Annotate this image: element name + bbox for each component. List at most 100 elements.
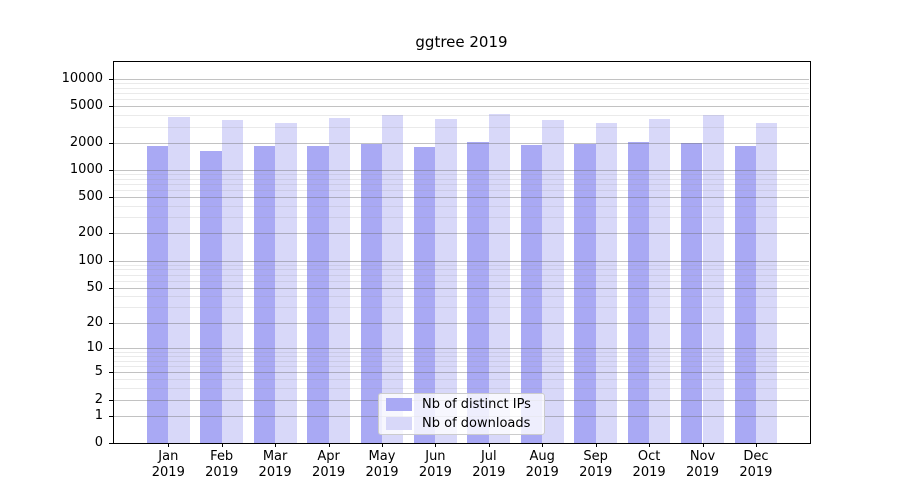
- legend-row: Nb of downloads: [379, 416, 544, 432]
- minor-gridline: [114, 307, 809, 309]
- x-tick-mark: [275, 443, 277, 447]
- plot-area: [113, 61, 811, 444]
- bar: [755, 123, 778, 443]
- x-tick-mark: [221, 443, 223, 447]
- y-tick-mark: [109, 415, 113, 417]
- x-tick-mark: [702, 443, 704, 447]
- x-tick-mark: [435, 443, 437, 447]
- major-gridline: [114, 197, 809, 199]
- bar: [360, 144, 382, 443]
- major-gridline: [114, 287, 809, 289]
- y-tick-label: 1000: [69, 161, 103, 177]
- x-tick-label: Apr 2019: [312, 449, 346, 480]
- y-tick-mark: [109, 399, 113, 401]
- y-tick-mark: [109, 142, 113, 144]
- bar: [627, 141, 650, 443]
- bar: [574, 144, 596, 443]
- y-tick-mark: [109, 348, 113, 350]
- x-tick-mark: [595, 443, 597, 447]
- major-gridline: [114, 260, 809, 262]
- minor-gridline: [114, 178, 809, 180]
- x-tick-label: Jul 2019: [472, 449, 506, 480]
- major-gridline: [114, 348, 809, 350]
- x-tick-mark: [649, 443, 651, 447]
- minor-gridline: [114, 274, 809, 276]
- minor-gridline: [114, 379, 809, 381]
- bar: [520, 144, 543, 443]
- y-tick-label: 1: [94, 407, 103, 423]
- y-tick-label: 10: [86, 340, 103, 356]
- minor-gridline: [114, 174, 809, 176]
- x-tick-label: May 2019: [365, 449, 399, 480]
- legend-row: Nb of distinct IPs: [379, 397, 544, 413]
- x-tick-mark: [168, 443, 170, 447]
- y-tick-label: 50: [86, 279, 103, 295]
- bar: [275, 122, 297, 443]
- bar: [435, 119, 457, 443]
- y-tick-mark: [109, 260, 113, 262]
- y-tick-label: 2000: [69, 134, 103, 150]
- minor-gridline: [114, 93, 809, 94]
- x-tick-mark: [755, 443, 757, 447]
- bar: [649, 118, 671, 443]
- legend: Nb of distinct IPs Nb of downloads: [378, 393, 545, 435]
- bar: [146, 145, 169, 443]
- major-gridline: [114, 372, 809, 374]
- y-tick-mark: [109, 233, 113, 235]
- minor-gridline: [114, 87, 809, 89]
- major-gridline: [114, 322, 809, 324]
- x-tick-label: Aug 2019: [525, 449, 559, 480]
- x-tick-label: Dec 2019: [739, 449, 773, 480]
- x-tick-mark: [328, 443, 330, 447]
- bar: [488, 114, 511, 443]
- x-tick-label: Sep 2019: [579, 449, 613, 480]
- x-tick-label: Nov 2019: [685, 449, 720, 480]
- bar: [221, 120, 244, 443]
- minor-gridline: [114, 296, 809, 298]
- bar: [734, 146, 756, 443]
- x-tick-mark: [382, 443, 383, 447]
- minor-gridline: [114, 217, 809, 219]
- minor-gridline: [114, 366, 809, 368]
- y-tick-label: 100: [78, 252, 103, 268]
- minor-gridline: [114, 352, 809, 353]
- major-gridline: [114, 142, 809, 144]
- minor-gridline: [114, 264, 809, 266]
- minor-gridline: [114, 99, 809, 101]
- x-tick-label: Feb 2019: [205, 449, 239, 480]
- minor-gridline: [114, 360, 809, 362]
- y-tick-mark: [109, 287, 113, 289]
- y-tick-label: 20: [86, 314, 103, 330]
- y-tick-label: 5000: [69, 98, 103, 114]
- y-tick-label: 200: [78, 225, 103, 241]
- minor-gridline: [114, 190, 809, 192]
- bar: [595, 122, 618, 443]
- bar: [381, 115, 404, 443]
- x-tick-mark: [488, 443, 490, 447]
- x-tick-label: Jan 2019: [151, 449, 185, 480]
- y-tick-mark: [109, 372, 113, 374]
- minor-gridline: [114, 269, 809, 271]
- major-gridline: [114, 79, 809, 80]
- y-tick-label: 5: [94, 364, 103, 380]
- bar: [253, 145, 276, 443]
- bar: [414, 146, 436, 443]
- legend-swatch-icon: [386, 398, 412, 411]
- chart-title: ggtree 2019: [415, 33, 508, 51]
- y-tick-label: 500: [78, 189, 103, 205]
- legend-label: Nb of downloads: [422, 416, 531, 431]
- major-gridline: [114, 106, 809, 108]
- minor-gridline: [114, 280, 809, 282]
- minor-gridline: [114, 126, 809, 128]
- bar: [681, 143, 703, 443]
- bar: [200, 151, 222, 443]
- major-gridline: [114, 169, 809, 171]
- legend-label: Nb of distinct IPs: [422, 397, 531, 412]
- bar: [168, 116, 190, 443]
- x-tick-mark: [542, 443, 544, 447]
- bar: [702, 114, 724, 443]
- legend-swatch-icon: [386, 417, 412, 430]
- y-tick-label: 0: [94, 435, 103, 450]
- bar: [328, 117, 350, 443]
